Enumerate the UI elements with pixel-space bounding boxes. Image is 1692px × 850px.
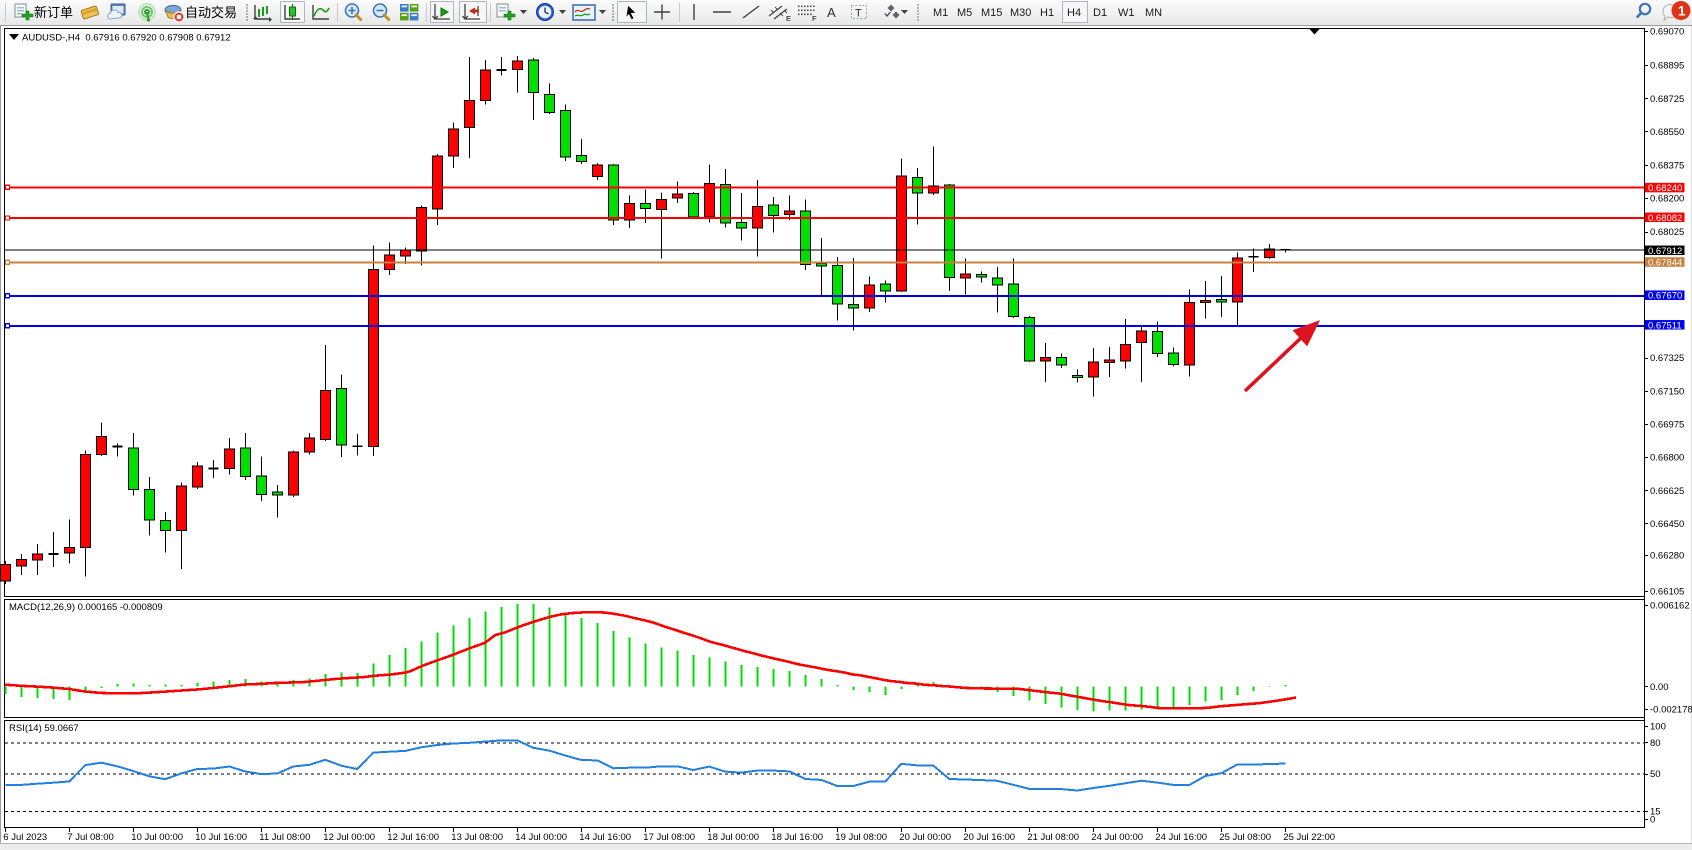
svg-text:H1: H1 [1040, 7, 1054, 19]
svg-text:12 Jul 00:00: 12 Jul 00:00 [323, 832, 375, 843]
svg-text:F: F [812, 14, 817, 23]
svg-text:MN: MN [1145, 7, 1162, 19]
svg-text:18 Jul 16:00: 18 Jul 16:00 [771, 832, 823, 843]
svg-text:E: E [786, 14, 791, 23]
svg-text:T: T [855, 8, 862, 20]
svg-text:11 Jul 08:00: 11 Jul 08:00 [259, 832, 310, 843]
svg-text:1: 1 [1678, 4, 1686, 19]
svg-text:0.66450: 0.66450 [1650, 519, 1684, 530]
svg-text:0.68375: 0.68375 [1650, 161, 1684, 172]
svg-text:25 Jul 08:00: 25 Jul 08:00 [1219, 832, 1271, 843]
svg-text:20 Jul 16:00: 20 Jul 16:00 [963, 832, 1015, 843]
svg-text:-0.002178: -0.002178 [1650, 705, 1692, 716]
svg-text:12 Jul 16:00: 12 Jul 16:00 [387, 832, 439, 843]
svg-text:0.67670: 0.67670 [1648, 291, 1682, 302]
svg-text:10 Jul 16:00: 10 Jul 16:00 [195, 832, 247, 843]
svg-text:0.66800: 0.66800 [1650, 452, 1684, 463]
svg-text:0.66625: 0.66625 [1650, 486, 1684, 497]
svg-text:20 Jul 00:00: 20 Jul 00:00 [899, 832, 951, 843]
svg-text:自动交易: 自动交易 [185, 5, 237, 20]
svg-text:80: 80 [1650, 738, 1661, 749]
svg-text:M1: M1 [933, 7, 948, 19]
svg-text:25 Jul 22:00: 25 Jul 22:00 [1283, 832, 1335, 843]
svg-text:0.68725: 0.68725 [1650, 94, 1684, 105]
svg-text:18 Jul 00:00: 18 Jul 00:00 [707, 832, 759, 843]
svg-text:MACD(12,26,9) 0.000165 -0.0008: MACD(12,26,9) 0.000165 -0.000809 [9, 602, 163, 613]
svg-text:0.67511: 0.67511 [1648, 320, 1682, 331]
svg-text:0.67912: 0.67912 [1648, 246, 1682, 257]
svg-text:A: A [827, 5, 836, 20]
svg-text:6 Jul 2023: 6 Jul 2023 [3, 832, 47, 843]
svg-text:0.68240: 0.68240 [1648, 183, 1682, 194]
svg-text:AUDUSD-,H4 0.67916 0.67920 0.: AUDUSD-,H4 0.67916 0.67920 0.67908 0.679… [22, 33, 231, 44]
svg-text:0.67844: 0.67844 [1648, 258, 1682, 269]
svg-text:0.68200: 0.68200 [1650, 193, 1684, 204]
svg-text:M5: M5 [957, 7, 972, 19]
svg-text:7 Jul 08:00: 7 Jul 08:00 [67, 832, 113, 843]
svg-text:0.66975: 0.66975 [1650, 420, 1684, 431]
svg-text:24 Jul 16:00: 24 Jul 16:00 [1155, 832, 1207, 843]
svg-text:新订单: 新订单 [34, 5, 73, 20]
svg-text:14 Jul 00:00: 14 Jul 00:00 [515, 832, 567, 843]
svg-text:0.68895: 0.68895 [1650, 60, 1684, 71]
svg-text:17 Jul 08:00: 17 Jul 08:00 [643, 832, 695, 843]
svg-text:19 Jul 08:00: 19 Jul 08:00 [835, 832, 887, 843]
svg-text:M15: M15 [981, 7, 1002, 19]
svg-text:0.68082: 0.68082 [1648, 213, 1682, 224]
svg-text:0: 0 [1650, 815, 1655, 826]
svg-text:0.66280: 0.66280 [1650, 550, 1684, 561]
svg-text:0.67325: 0.67325 [1650, 353, 1684, 364]
svg-text:21 Jul 08:00: 21 Jul 08:00 [1027, 832, 1079, 843]
svg-text:0.66105: 0.66105 [1650, 587, 1684, 598]
svg-text:100: 100 [1650, 722, 1666, 733]
svg-text:50: 50 [1650, 769, 1661, 780]
svg-text:0.006162: 0.006162 [1650, 601, 1690, 612]
svg-text:W1: W1 [1118, 7, 1135, 19]
svg-text:0.68025: 0.68025 [1650, 227, 1684, 238]
svg-text:H4: H4 [1067, 7, 1081, 19]
svg-text:D1: D1 [1093, 7, 1107, 19]
svg-text:10 Jul 00:00: 10 Jul 00:00 [131, 832, 183, 843]
svg-text:RSI(14) 59.0667: RSI(14) 59.0667 [9, 723, 79, 734]
svg-text:15: 15 [1650, 807, 1661, 818]
svg-text:24 Jul 00:00: 24 Jul 00:00 [1091, 832, 1143, 843]
svg-text:13 Jul 08:00: 13 Jul 08:00 [451, 832, 503, 843]
svg-text:0.68550: 0.68550 [1650, 127, 1684, 138]
svg-text:0.69070: 0.69070 [1650, 27, 1684, 38]
svg-text:0.00: 0.00 [1650, 682, 1669, 693]
svg-text:M30: M30 [1010, 7, 1031, 19]
svg-text:0.67150: 0.67150 [1650, 387, 1684, 398]
svg-text:14 Jul 16:00: 14 Jul 16:00 [579, 832, 631, 843]
